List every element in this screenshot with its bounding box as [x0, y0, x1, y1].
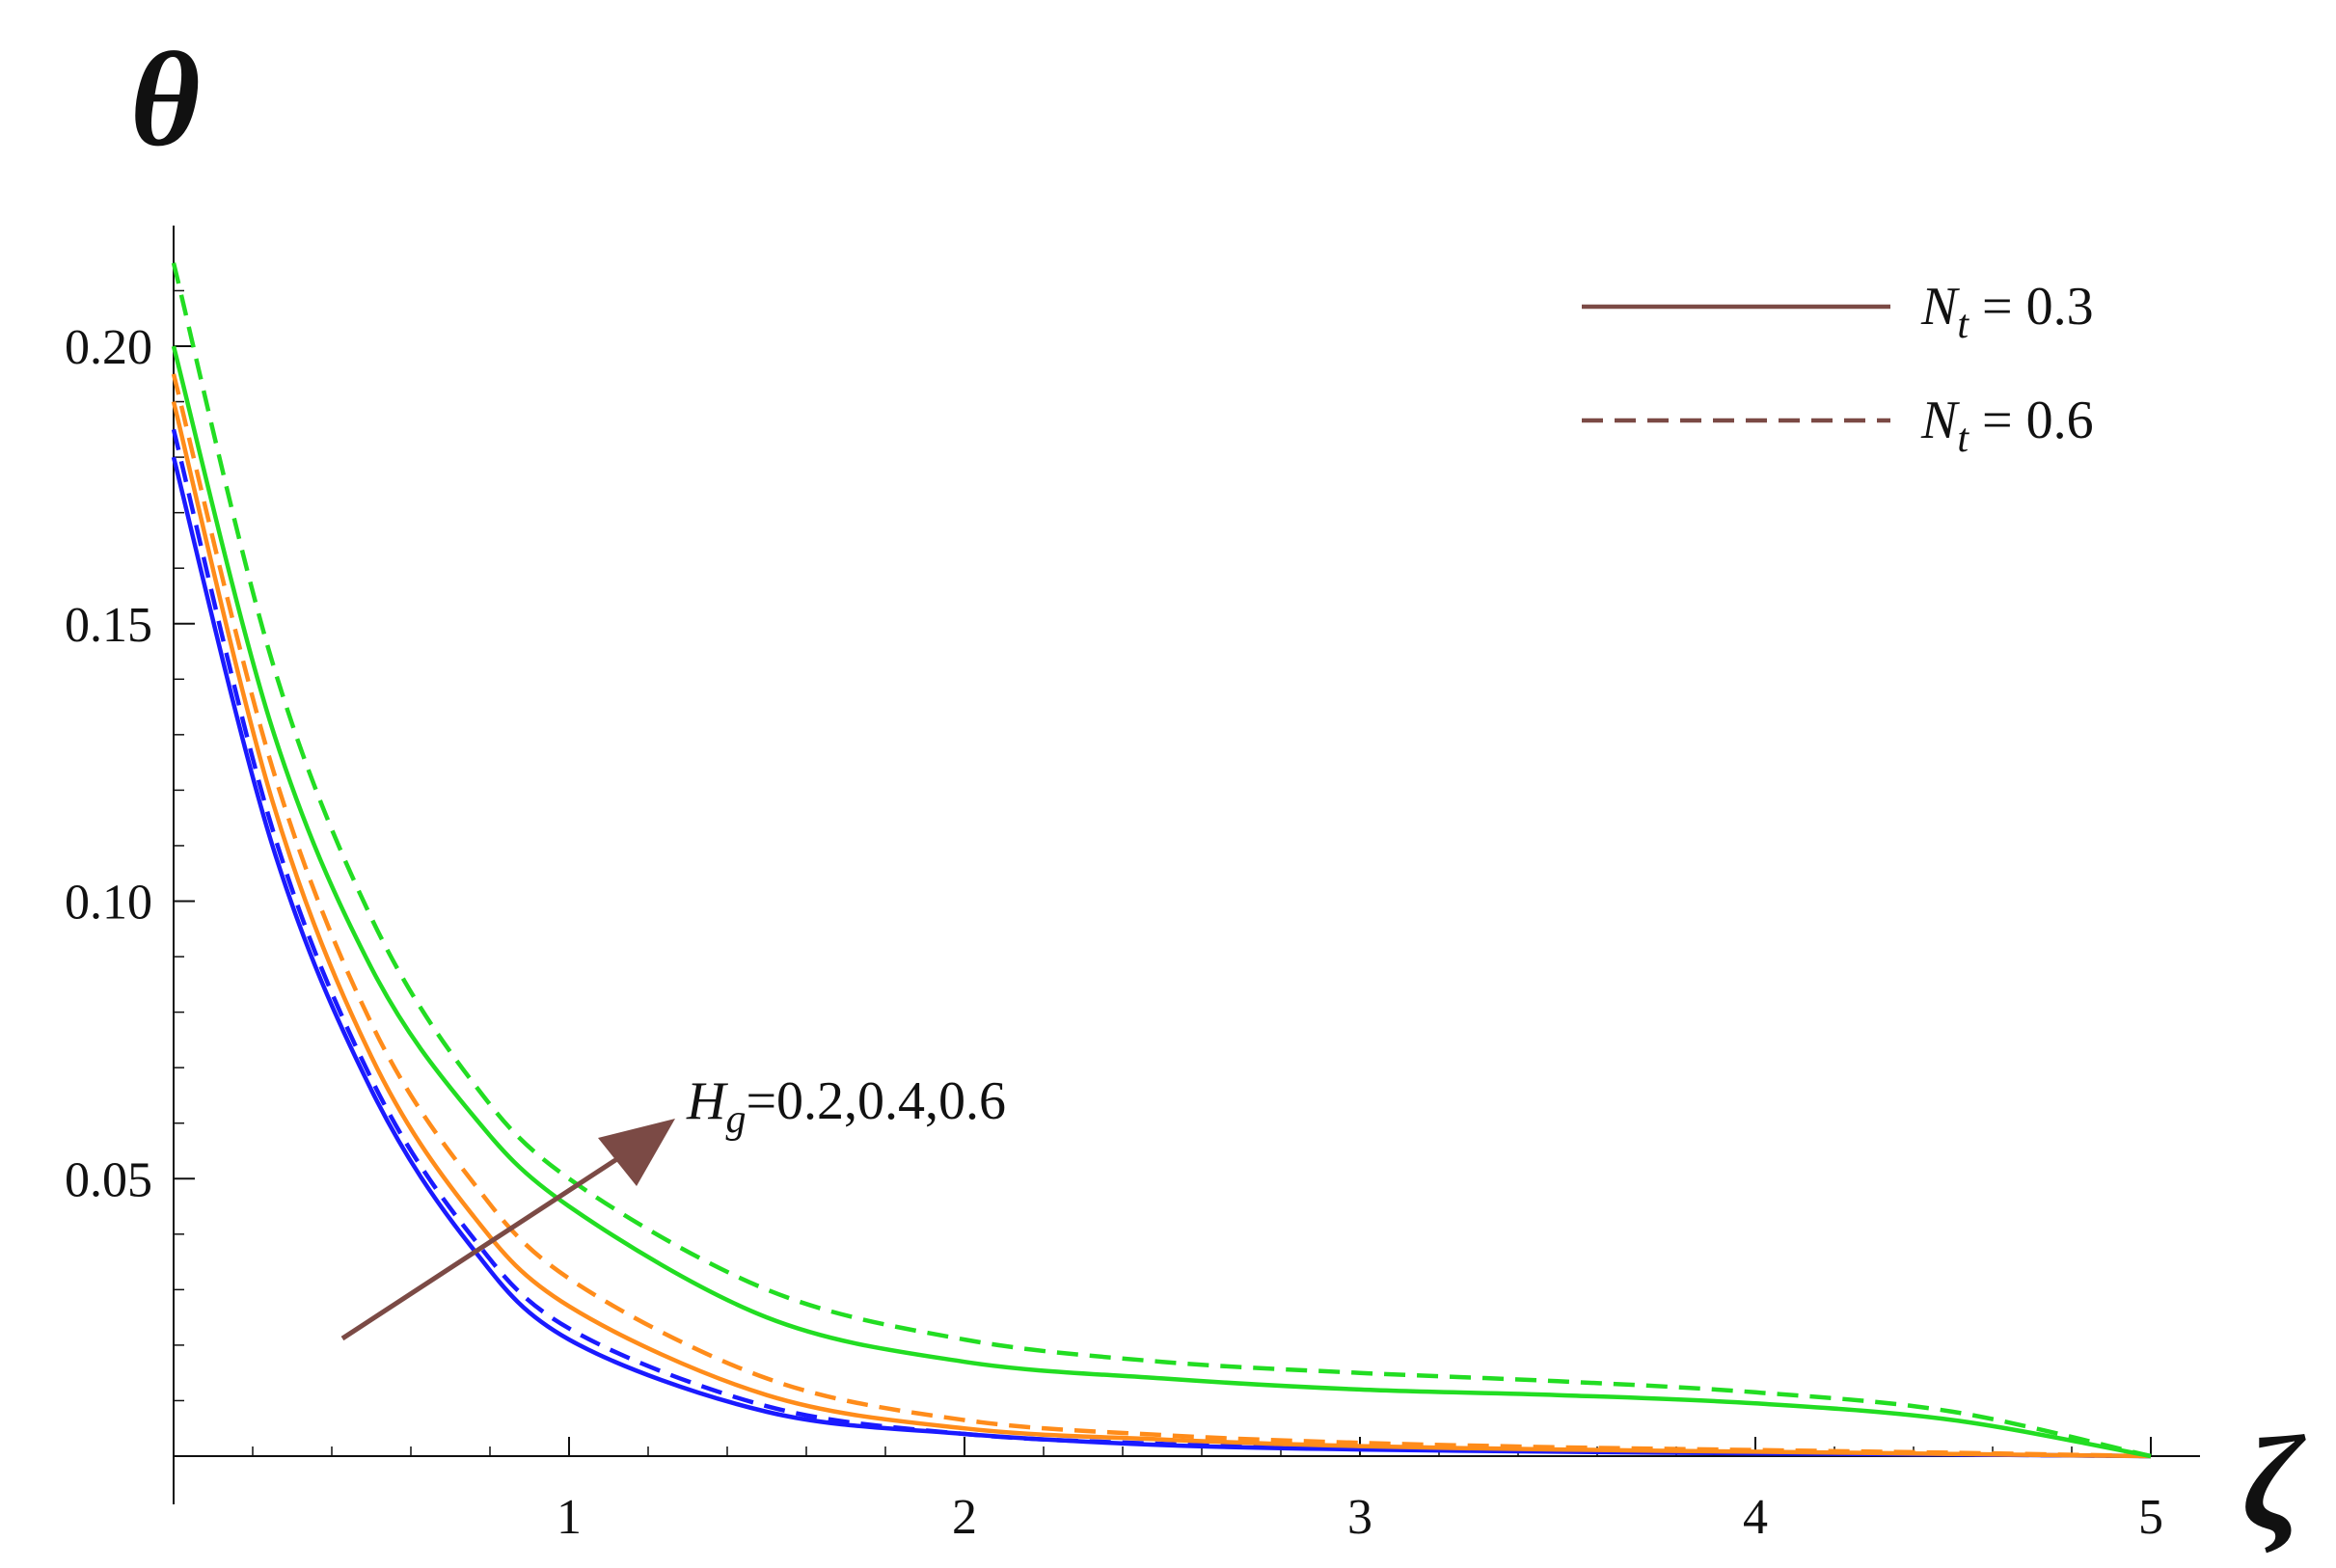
x-tick-label: 3 [1347, 1490, 1372, 1545]
series-line-5 [171, 345, 2152, 1459]
x-axis-label: ζ [2242, 1409, 2306, 1558]
series-line-2 [171, 428, 2152, 1459]
legend-label-2: Nt = 0.6 [1920, 391, 2094, 461]
series-line-3 [171, 400, 2152, 1459]
annotation-label: Hg=0.2,0.4,0.6 [686, 1071, 1006, 1142]
x-tick-label: 2 [952, 1490, 977, 1545]
y-tick-label: 0.05 [65, 1152, 152, 1207]
y-tick-label: 0.15 [65, 598, 152, 653]
x-tick-label: 5 [2138, 1490, 2163, 1545]
annotation: Hg=0.2,0.4,0.6 [340, 1071, 1006, 1341]
ticks: 1 2 3 4 5 0.05 0.10 0.15 0.20 [65, 289, 2163, 1545]
series-lines [171, 262, 2152, 1459]
x-tick-label: 1 [557, 1490, 582, 1545]
axes [173, 225, 2200, 1504]
y-tick-label: 0.20 [65, 320, 152, 375]
annotation-arrow-shaft [340, 1147, 634, 1341]
y-axis-label: θ [130, 25, 201, 175]
series-line-1 [171, 456, 2152, 1459]
legend-label-1: Nt = 0.3 [1920, 277, 2094, 347]
series-line-4 [171, 373, 2152, 1459]
legend: Nt = 0.3 Nt = 0.6 [1582, 277, 2094, 461]
x-tick-label: 4 [1743, 1490, 1768, 1545]
series-line-6 [171, 262, 2152, 1459]
y-tick-label: 0.10 [65, 876, 152, 931]
annotation-arrow-head [598, 1119, 675, 1186]
